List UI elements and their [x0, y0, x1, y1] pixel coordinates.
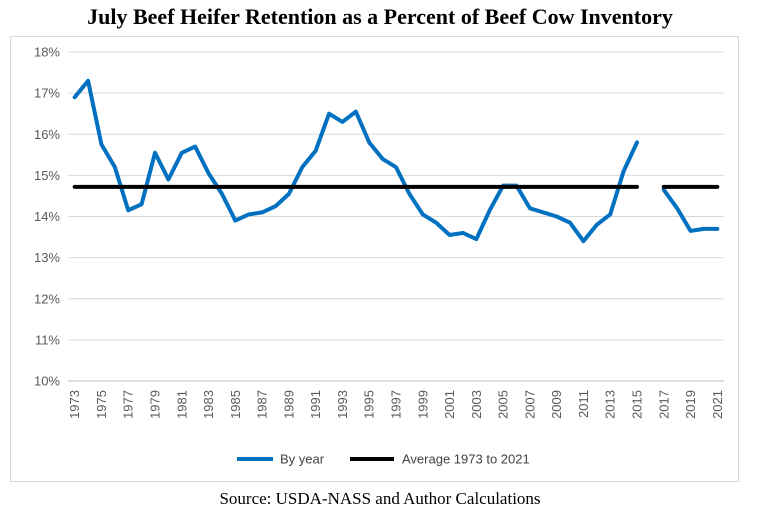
legend: By year Average 1973 to 2021: [237, 452, 530, 467]
y-tick-labels: 10% 11% 12% 13% 14% 15% 16% 17% 18%: [34, 45, 60, 389]
legend-label: By year: [280, 452, 325, 467]
x-tick-label: 2013: [603, 390, 618, 419]
y-tick-label: 14%: [34, 209, 60, 224]
x-tick-label: 1985: [228, 390, 243, 419]
x-tick-label: 2015: [629, 390, 644, 419]
chart-frame: [10, 36, 739, 482]
x-tick-label: 1987: [255, 390, 270, 419]
x-tick-label: 1977: [121, 390, 136, 419]
series-lines: [72, 78, 720, 244]
x-tick-label: 2011: [576, 390, 591, 418]
x-tick-label: 2017: [656, 390, 671, 419]
x-tick-label: 2007: [522, 390, 537, 419]
legend-label: Average 1973 to 2021: [402, 452, 530, 467]
x-tick-label: 1995: [362, 390, 377, 419]
x-tick-label: 1989: [281, 390, 296, 419]
y-tick-label: 10%: [34, 374, 60, 389]
x-tick-label: 1993: [335, 390, 350, 419]
y-tick-label: 13%: [34, 250, 60, 265]
y-tick-label: 11%: [35, 332, 60, 347]
x-tick-label: 2001: [442, 390, 457, 419]
x-tick-label: 1979: [148, 390, 163, 419]
x-tick-label: 1983: [201, 390, 216, 419]
chart-title: July Beef Heifer Retention as a Percent …: [87, 4, 673, 29]
y-tick-label: 18%: [34, 45, 60, 60]
x-tick-label: 2021: [710, 390, 725, 419]
x-tick-label: 2003: [469, 390, 484, 419]
series-line-by-year: [72, 78, 720, 244]
y-tick-label: 17%: [34, 86, 60, 101]
x-tick-label: 2019: [683, 390, 698, 419]
source-note: Source: USDA-NASS and Author Calculation…: [219, 489, 541, 508]
x-tick-labels: 1973 1975 1977 1979 1981 1983 1985 1987 1989 1991…: [67, 390, 725, 419]
y-tick-label: 16%: [34, 127, 60, 142]
x-tick-label: 1973: [67, 390, 82, 419]
x-tick-label: 1999: [415, 390, 430, 419]
x-tick-label: 2005: [496, 390, 511, 419]
y-tick-label: 15%: [34, 168, 60, 183]
x-tick-label: 1991: [308, 390, 323, 419]
x-tick-label: 2009: [549, 390, 564, 419]
x-tick-label: 1997: [389, 390, 404, 419]
x-tick-label: 1981: [174, 390, 189, 419]
x-tick-label: 1975: [94, 390, 109, 419]
y-tick-label: 12%: [34, 291, 60, 306]
gridlines: [68, 51, 724, 382]
